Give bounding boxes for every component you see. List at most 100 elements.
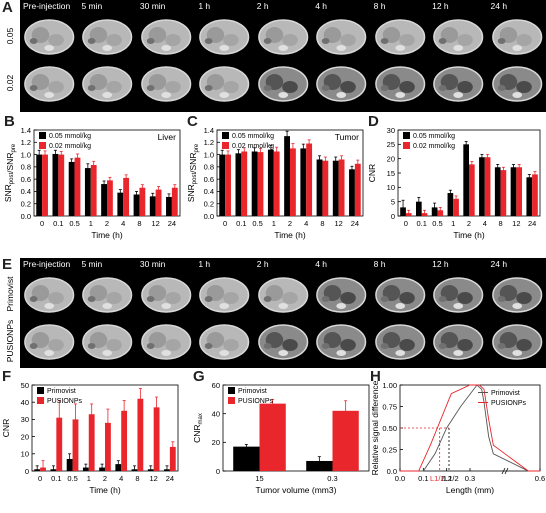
bar bbox=[316, 159, 323, 216]
time-header: 4 h bbox=[315, 1, 328, 11]
bar bbox=[235, 153, 242, 216]
legend-swatch bbox=[39, 142, 46, 149]
y-tick-label: 25 bbox=[387, 140, 395, 149]
plot-frame bbox=[222, 384, 370, 472]
mri-image bbox=[137, 61, 195, 107]
mri-image bbox=[313, 319, 370, 365]
y-tick-label: 0.25 bbox=[382, 445, 397, 454]
bar bbox=[532, 174, 538, 216]
y-axis-label: SNRpost/SNRpre bbox=[3, 143, 17, 202]
y-tick-label: 0.2 bbox=[204, 200, 214, 209]
x-tick-label: 24 bbox=[528, 219, 536, 228]
y-axis-label: Relative signal difference bbox=[370, 380, 380, 475]
mri-image bbox=[430, 319, 487, 365]
bar bbox=[338, 159, 345, 216]
mri-image bbox=[21, 272, 78, 318]
legend-swatch bbox=[222, 132, 229, 139]
legend-swatch bbox=[222, 142, 229, 149]
bar bbox=[447, 193, 454, 216]
x-tick-label: 0.5 bbox=[252, 219, 262, 228]
mri-image bbox=[254, 319, 312, 365]
bar bbox=[322, 160, 329, 216]
bar bbox=[290, 148, 296, 216]
x-tick-label: 2 bbox=[288, 219, 292, 228]
x-tick-label: 1 bbox=[451, 219, 455, 228]
bar bbox=[155, 189, 162, 216]
bar bbox=[74, 157, 81, 216]
y-tick-label: 0 bbox=[391, 212, 395, 221]
mri-image bbox=[488, 272, 545, 318]
bar bbox=[469, 164, 475, 216]
bar bbox=[516, 167, 523, 216]
mri-image bbox=[21, 61, 78, 107]
bar bbox=[72, 419, 79, 471]
legend-swatch bbox=[403, 142, 410, 149]
bar bbox=[453, 198, 459, 216]
mri-image bbox=[79, 319, 136, 365]
y-tick-label: 40 bbox=[21, 398, 29, 407]
x-tick-label: 4 bbox=[304, 219, 308, 228]
bar bbox=[332, 160, 339, 216]
half-length-label: L1/2 bbox=[430, 474, 445, 483]
bar bbox=[42, 154, 48, 216]
bar bbox=[233, 446, 260, 471]
x-tick-label: 8 bbox=[498, 219, 502, 228]
bar bbox=[284, 136, 290, 216]
legend-swatch bbox=[228, 397, 235, 404]
series-line bbox=[400, 384, 540, 472]
legend-swatch bbox=[37, 387, 44, 394]
mri-image bbox=[488, 319, 545, 365]
x-tick-label: 1 bbox=[89, 219, 93, 228]
time-header: 30 min bbox=[139, 259, 166, 269]
x-tick-label: 0 bbox=[40, 219, 44, 228]
bar bbox=[133, 194, 140, 216]
x-tick-label: 1 bbox=[87, 474, 91, 483]
legend-label: PUSIONPs bbox=[47, 398, 83, 405]
panel-label: F bbox=[2, 368, 11, 385]
panel-label-a: A bbox=[2, 0, 13, 16]
mri-image bbox=[196, 319, 253, 365]
x-axis-label: Time (h) bbox=[453, 230, 484, 240]
mri-image bbox=[313, 272, 370, 318]
x-axis-label: Length (mm) bbox=[446, 485, 494, 495]
y-tick-label: 1.2 bbox=[21, 138, 31, 147]
x-tick-label: 0 bbox=[223, 219, 227, 228]
time-header: Pre-injection bbox=[23, 259, 71, 269]
x-tick-label: 0 bbox=[38, 474, 42, 483]
mri-image bbox=[79, 272, 136, 318]
legend-swatch bbox=[37, 397, 44, 404]
x-tick-label: 15 bbox=[255, 474, 263, 483]
y-tick-label: 15 bbox=[387, 169, 395, 178]
panel-label: B bbox=[4, 113, 15, 130]
mri-image bbox=[79, 61, 136, 107]
bar bbox=[68, 161, 75, 216]
y-tick-label: 20 bbox=[387, 154, 395, 163]
bar bbox=[101, 184, 107, 216]
bar bbox=[526, 177, 533, 216]
y-tick-label: 20 bbox=[21, 432, 29, 441]
legend-swatch bbox=[228, 387, 235, 394]
legend-label: 0.05 mmol/kg bbox=[413, 133, 455, 140]
chart-title: Tumor bbox=[335, 132, 359, 142]
bar bbox=[500, 170, 507, 216]
bar bbox=[139, 187, 146, 216]
bar bbox=[166, 196, 172, 216]
x-tick-label: 8 bbox=[135, 474, 139, 483]
y-tick-label: 1.00 bbox=[382, 381, 397, 390]
y-tick-label: 0.6 bbox=[204, 175, 214, 184]
x-tick-label: 4 bbox=[119, 474, 123, 483]
x-tick-label: 4 bbox=[121, 219, 125, 228]
x-tick-label: 12 bbox=[149, 474, 157, 483]
x-tick-label: 12 bbox=[334, 219, 342, 228]
x-tick-label: 2 bbox=[105, 219, 109, 228]
legend-label: 0.02 mmol/kg bbox=[413, 143, 455, 150]
bar bbox=[225, 154, 231, 216]
y-tick-label: 1.4 bbox=[21, 126, 31, 135]
x-axis-label: Time (h) bbox=[91, 230, 122, 240]
x-tick-label: 0 bbox=[404, 219, 408, 228]
time-header: 2 h bbox=[256, 1, 269, 11]
mri-image bbox=[254, 61, 312, 107]
y-tick-label: 0.6 bbox=[21, 175, 31, 184]
x-tick-label: 24 bbox=[166, 474, 174, 483]
panel-label: H bbox=[370, 368, 381, 385]
